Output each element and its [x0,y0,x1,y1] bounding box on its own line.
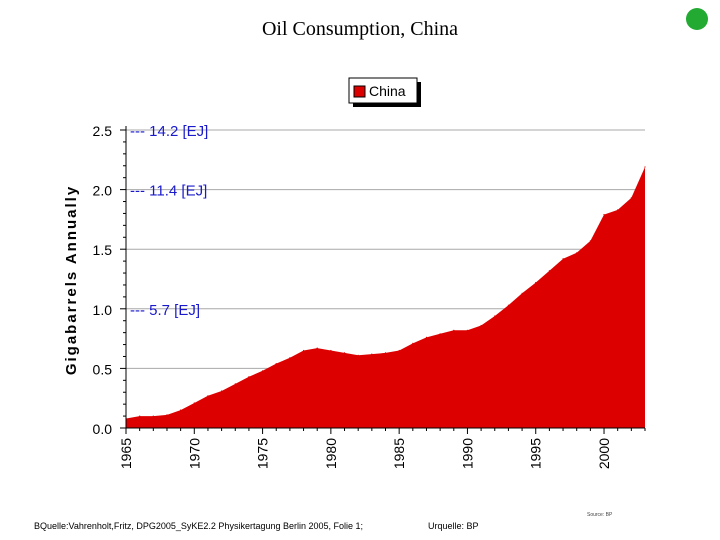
ej-annotation: --- 14.2 [EJ] [130,123,208,140]
data-point [221,390,223,392]
data-point [398,349,400,352]
data-point [330,349,332,352]
x-tick-labels: 1965 1970 1975 1980 1985 1990 1995 2000 [118,438,612,469]
legend-label: China [369,83,406,99]
data-point [384,352,387,354]
data-point [180,409,182,411]
x-tick-label: 1975 [255,438,271,469]
footer-small-source: Source: BP [587,512,613,518]
ej-annotation: --- 5.7 [EJ] [130,302,200,319]
data-point [453,329,455,331]
ej-annotation: --- 11.4 [EJ] [130,183,207,200]
data-point [357,354,359,356]
y-tick-label: 0.5 [93,361,113,377]
data-point [316,347,318,349]
y-tick-label: 1.5 [93,242,113,258]
series-area [126,167,645,428]
data-point [535,282,537,284]
data-point [562,258,564,260]
x-tick-label: 2000 [596,438,612,469]
x-tick-label: 1995 [528,438,544,469]
data-point [412,342,414,344]
page-title: Oil Consumption, China [261,18,459,40]
data-point [480,324,482,327]
data-point [630,197,632,199]
data-point [576,252,578,254]
x-tick-label: 1965 [118,438,134,469]
data-point [439,333,441,335]
data-point [193,402,195,404]
data-point [371,353,373,355]
data-point [343,352,346,354]
footer-original-source: Urquelle: BP [428,521,479,531]
data-point [521,292,523,294]
data-point [617,209,619,211]
status-dot [686,8,708,30]
data-point [234,383,236,385]
chart-legend: China [348,77,421,107]
data-point [507,304,509,306]
data-point [494,315,496,317]
data-point [644,166,646,168]
x-tick-label: 1970 [186,438,202,469]
y-tick-label: 0.0 [93,421,113,437]
data-point [152,415,154,417]
x-tick-label: 1985 [391,438,407,469]
y-tick-label: 1.0 [93,302,113,318]
x-tick-label: 1980 [323,438,339,469]
data-point [289,357,291,359]
y-tick-labels: 0.0 0.5 1.0 1.5 2.0 2.5 [93,123,113,437]
data-point [425,336,428,338]
data-point [248,376,250,378]
data-point [139,415,141,417]
data-point [207,395,209,397]
y-tick-label: 2.0 [93,183,113,199]
data-point [303,349,305,352]
data-point [166,414,168,416]
series-area-layer [125,166,646,428]
y-tick-label: 2.5 [93,123,113,139]
data-point [262,370,264,372]
data-point [589,240,592,242]
footer-citation: BQuelle:Vahrenholt,Fritz, DPG2005_SyKE2.… [34,521,364,531]
data-point [603,214,605,216]
axes [120,126,646,434]
data-point [548,270,551,272]
x-tick-label: 1990 [459,438,475,469]
y-axis-label: Gigabarrels Annually [63,185,80,375]
legend-box [348,77,418,104]
data-point [275,363,277,365]
data-point [466,329,468,331]
legend-swatch [353,85,366,98]
ej-annotations: --- 14.2 [EJ] --- 11.4 [EJ] --- 5.7 [EJ] [130,123,208,319]
